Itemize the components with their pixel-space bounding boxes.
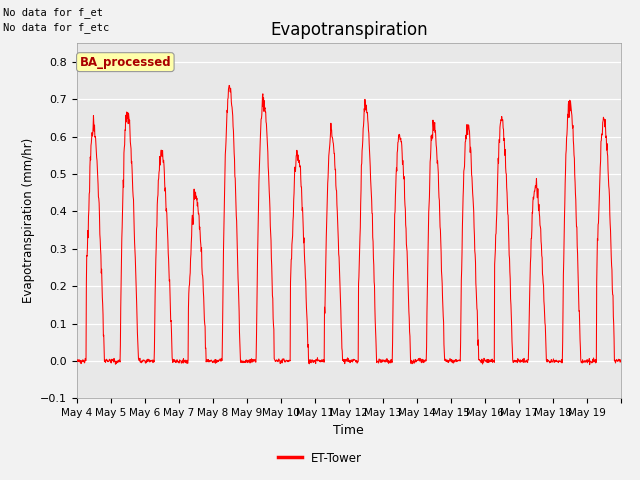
Text: No data for f_et: No data for f_et	[3, 7, 103, 18]
Legend: ET-Tower: ET-Tower	[273, 447, 367, 469]
Text: BA_processed: BA_processed	[79, 56, 171, 69]
Text: No data for f_etc: No data for f_etc	[3, 22, 109, 33]
Title: Evapotranspiration: Evapotranspiration	[270, 21, 428, 39]
Y-axis label: Evapotranspiration (mm/hr): Evapotranspiration (mm/hr)	[22, 138, 35, 303]
X-axis label: Time: Time	[333, 424, 364, 437]
